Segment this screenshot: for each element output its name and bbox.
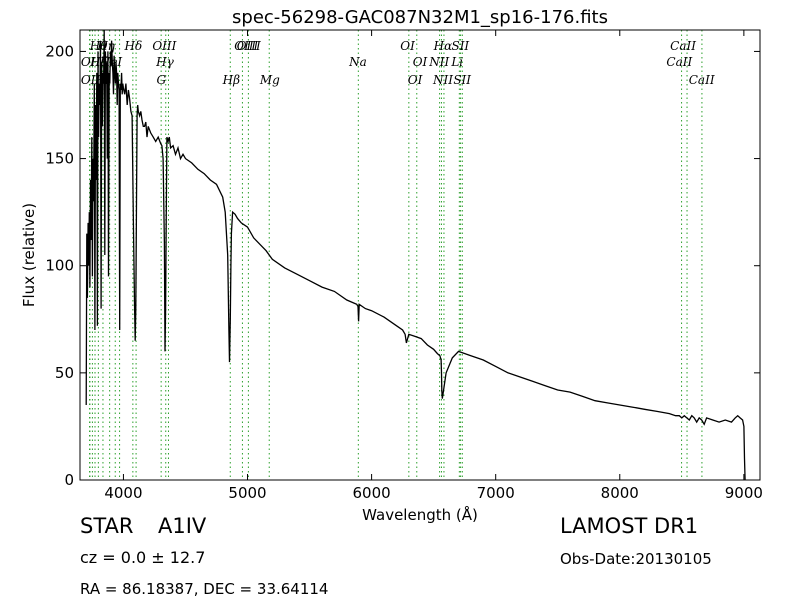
x-tick-label: 9000 [725,484,763,502]
object-subclass: A1IV [158,514,207,538]
chart-title: spec-56298-GAC087N32M1_sp16-176.fits [232,7,608,28]
x-tick-label: 7000 [477,484,515,502]
spectral-line-label: Na [348,55,367,69]
x-axis-ticks: 4000 5000 6000 7000 8000 9000 [104,30,763,502]
spectral-line-label: CaII [670,39,696,53]
spectral-line-label: Hγ [155,55,174,69]
spectral-line-label: OIII [234,39,258,53]
x-tick-label: 4000 [104,484,142,502]
x-axis-label: Wavelength (Å) [362,505,478,524]
y-tick-label: 50 [55,364,74,382]
x-tick-label: 6000 [353,484,391,502]
observation-date: Obs-Date:20130105 [560,550,712,568]
spectral-line-label: G [156,73,166,87]
spectral-line-label: OII [81,73,101,87]
y-tick-label: 150 [45,150,74,168]
x-tick-label: 8000 [601,484,639,502]
spectral-line-label: CaII [666,55,692,69]
spectral-line-label: NII [428,55,449,69]
spectral-line-label: OI [413,55,428,69]
spectral-line-label: CaII [689,73,715,87]
x-tick-label: 5000 [228,484,266,502]
spectral-line-label: Hα [433,39,453,53]
redshift-cz: cz = 0.0 ± 12.7 [80,548,206,567]
spectral-line-markers [89,30,703,480]
y-tick-label: 100 [45,257,74,275]
spectral-line-label: SII [451,39,469,53]
y-axis-ticks: 0 50 100 150 200 [45,42,760,489]
coordinates: RA = 86.18387, DEC = 33.64114 [80,580,329,598]
spectral-line-label: OI [400,39,415,53]
spectral-line-label: Li [450,55,463,69]
spectral-line-label: Hδ [124,39,143,53]
y-axis-label: Flux (relative) [20,203,38,307]
spectral-line-label: Mg [259,73,280,87]
spectral-line-label: SII [453,73,471,87]
survey-name: LAMOST DR1 [560,514,699,538]
y-tick-label: 200 [45,42,74,60]
spectral-line-label: NII [432,73,453,87]
spectrum-series-line [85,29,746,481]
spectral-line-label: Hβ [222,73,240,87]
spectral-line-label: OII [81,55,101,69]
y-tick-label: 0 [64,471,74,489]
object-class: STAR [80,514,134,538]
spectral-line-label: Hη [96,39,115,53]
spectral-line-label: OIII [237,39,261,53]
spectral-line-label: OI [408,73,423,87]
plot-frame [79,29,761,481]
spectral-line-label: OIII [152,39,176,53]
